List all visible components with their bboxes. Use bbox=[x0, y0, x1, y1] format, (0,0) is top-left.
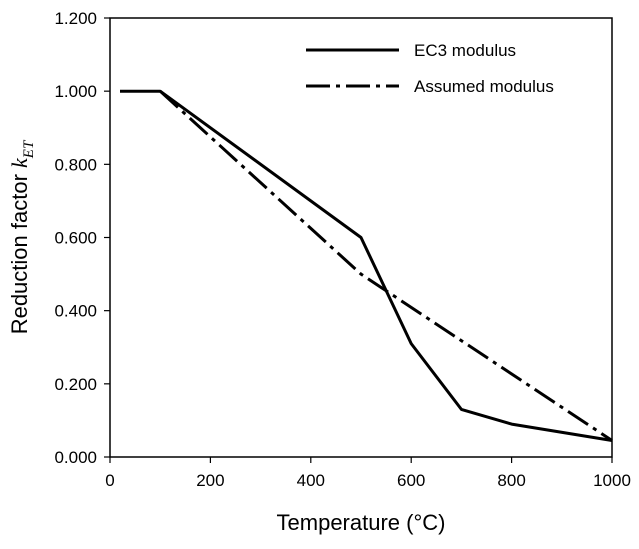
legend-label-assumed-modulus: Assumed modulus bbox=[414, 77, 554, 96]
x-axis-title: Temperature (°C) bbox=[277, 510, 446, 535]
y-axis-title-prefix: Reduction factor bbox=[7, 168, 32, 334]
y-tick-label: 1.200 bbox=[54, 9, 97, 28]
y-axis-title-group: Reduction factor kET bbox=[7, 139, 37, 334]
y-axis-title-subscript: ET bbox=[21, 139, 37, 159]
x-tick-label: 200 bbox=[196, 471, 224, 490]
series-line-ec3-modulus bbox=[120, 89, 613, 442]
ticks: 0 200 400 600 800 1000 0.000 0.200 0.400 0.600 0.8… bbox=[54, 9, 630, 490]
x-tick-label: 400 bbox=[297, 471, 325, 490]
legend: EC3 modulus Assumed modulus bbox=[306, 41, 554, 96]
x-tick-label: 0 bbox=[105, 471, 114, 490]
y-tick-label: 0.800 bbox=[54, 155, 97, 174]
y-tick-label: 0.400 bbox=[54, 302, 97, 321]
x-tick-label: 800 bbox=[497, 471, 525, 490]
series-layer bbox=[120, 89, 613, 442]
y-axis-title-symbol: k bbox=[7, 157, 32, 168]
y-tick-label: 0.600 bbox=[54, 229, 97, 248]
y-tick-label: 0.000 bbox=[54, 448, 97, 467]
x-tick-label: 1000 bbox=[593, 471, 631, 490]
x-tick-label: 600 bbox=[397, 471, 425, 490]
y-tick-label: 1.000 bbox=[54, 82, 97, 101]
legend-label-ec3-modulus: EC3 modulus bbox=[414, 41, 516, 60]
series-line-assumed-modulus bbox=[159, 90, 613, 442]
y-tick-label: 0.200 bbox=[54, 375, 97, 394]
y-axis-title: Reduction factor kET bbox=[7, 139, 37, 334]
